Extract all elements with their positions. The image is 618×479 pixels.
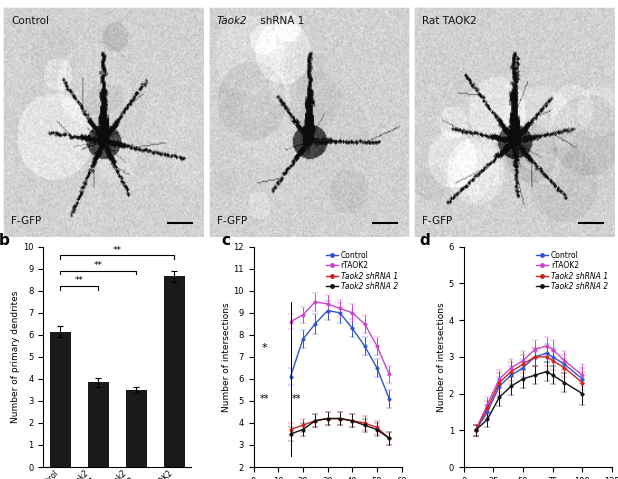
Legend: Control, rTAOK2, Taok2 shRNA 1, Taok2 shRNA 2: Control, rTAOK2, Taok2 shRNA 1, Taok2 sh… [326,251,398,291]
Text: **: ** [292,394,301,404]
Text: F-GFP: F-GFP [217,216,247,226]
Legend: Control, rTAOK2, Taok2 shRNA 1, Taok2 shRNA 2: Control, rTAOK2, Taok2 shRNA 1, Taok2 sh… [536,251,608,291]
Text: F-GFP: F-GFP [11,216,41,226]
Y-axis label: Number of intersections: Number of intersections [437,302,446,411]
Y-axis label: Number of primary dendrites: Number of primary dendrites [11,291,20,423]
Text: shRNA 1: shRNA 1 [257,16,304,26]
Text: *: * [262,343,268,353]
Text: d: d [420,233,430,249]
Text: c: c [221,233,230,249]
Bar [88,382,109,467]
Text: Control: Control [11,16,49,26]
Bar [164,276,185,467]
Text: **: ** [75,276,84,285]
Text: Rat TAOK2: Rat TAOK2 [422,16,477,26]
Text: F-GFP: F-GFP [422,216,452,226]
Bar [126,390,146,467]
Text: b: b [0,233,10,249]
Text: **: ** [94,261,103,270]
Text: **: ** [260,394,269,404]
Y-axis label: Number of intersections: Number of intersections [221,302,231,411]
Text: Taok2: Taok2 [217,16,247,26]
Text: **: ** [113,246,122,255]
Bar [50,331,71,467]
